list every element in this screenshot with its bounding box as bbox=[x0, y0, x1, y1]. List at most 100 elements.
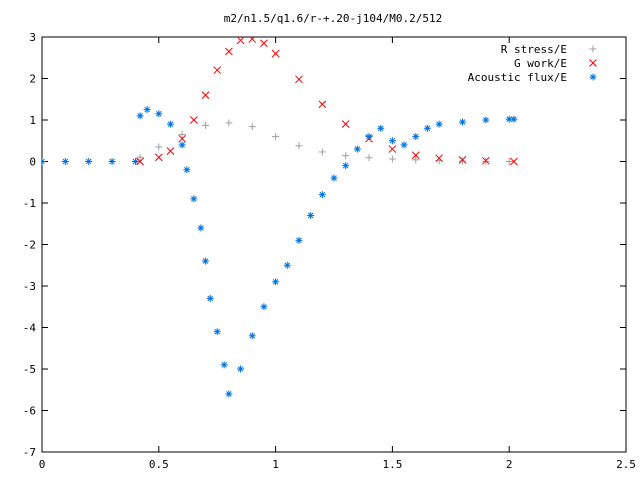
legend-label: R stress/E bbox=[501, 43, 567, 56]
data-point bbox=[237, 365, 245, 373]
y-tick-label: 1 bbox=[29, 114, 36, 127]
data-point bbox=[272, 278, 280, 286]
data-point bbox=[481, 156, 490, 165]
data-point bbox=[342, 162, 350, 170]
data-point bbox=[166, 147, 175, 155]
series-1 bbox=[136, 37, 518, 166]
legend-label: G work/E bbox=[514, 57, 567, 70]
data-point bbox=[248, 123, 256, 131]
data-point bbox=[136, 112, 144, 120]
data-point bbox=[225, 390, 233, 398]
data-point bbox=[400, 141, 408, 149]
y-tick-label: -2 bbox=[23, 239, 36, 252]
y-tick-label: -3 bbox=[23, 280, 36, 293]
data-point bbox=[260, 303, 268, 311]
data-point bbox=[272, 133, 280, 141]
data-point bbox=[318, 100, 327, 109]
data-point bbox=[178, 134, 187, 143]
data-point bbox=[458, 118, 466, 126]
data-point bbox=[412, 133, 420, 141]
data-point bbox=[353, 145, 361, 153]
x-tick-label: 0.5 bbox=[149, 458, 169, 471]
series-2 bbox=[42, 106, 518, 398]
data-point bbox=[236, 37, 245, 45]
y-tick-label: -5 bbox=[23, 363, 36, 376]
chart-title: m2/n1.5/q1.6/r-+.20-j104/M0.2/512 bbox=[224, 12, 443, 25]
x-tick-label: 0 bbox=[39, 458, 46, 471]
data-point bbox=[388, 145, 397, 153]
data-point bbox=[42, 158, 46, 165]
legend-marker bbox=[589, 59, 597, 67]
y-tick-label: -6 bbox=[23, 405, 36, 418]
data-point bbox=[136, 153, 144, 161]
data-point bbox=[260, 39, 268, 48]
y-tick-label: -1 bbox=[23, 197, 36, 210]
data-point bbox=[166, 120, 174, 128]
data-point bbox=[482, 158, 490, 165]
x-tick-label: 2 bbox=[506, 458, 513, 471]
y-tick-label: 0 bbox=[29, 156, 36, 169]
data-point bbox=[189, 116, 198, 124]
data-point bbox=[510, 157, 518, 166]
data-point bbox=[206, 294, 214, 302]
y-tick-label: 2 bbox=[29, 73, 36, 86]
data-point bbox=[330, 174, 338, 182]
data-point bbox=[510, 115, 518, 123]
legend-label: Acoustic flux/E bbox=[468, 71, 567, 84]
data-point bbox=[213, 66, 222, 75]
y-tick-label: 3 bbox=[29, 31, 36, 44]
data-point bbox=[295, 236, 303, 244]
data-point bbox=[342, 152, 350, 160]
data-point bbox=[423, 124, 431, 132]
data-point bbox=[202, 257, 210, 265]
data-point bbox=[178, 131, 186, 139]
data-point bbox=[388, 155, 396, 163]
data-point bbox=[131, 158, 139, 165]
data-point bbox=[271, 49, 280, 58]
data-point bbox=[225, 47, 233, 56]
data-point bbox=[377, 124, 385, 132]
data-point bbox=[388, 137, 396, 145]
data-point bbox=[61, 158, 69, 165]
data-point bbox=[318, 148, 326, 156]
data-point bbox=[143, 106, 151, 114]
data-point bbox=[365, 133, 373, 141]
data-point bbox=[155, 143, 163, 151]
data-point bbox=[154, 153, 163, 162]
x-tick-label: 1.5 bbox=[382, 458, 402, 471]
series-0 bbox=[42, 119, 513, 165]
data-point bbox=[178, 141, 186, 149]
y-tick-label: -4 bbox=[23, 322, 37, 335]
data-point bbox=[190, 195, 198, 203]
data-point bbox=[201, 91, 210, 99]
plot-frame bbox=[41, 36, 627, 453]
data-point bbox=[295, 142, 303, 150]
data-point bbox=[85, 158, 93, 165]
data-point bbox=[318, 191, 326, 199]
data-point bbox=[482, 116, 490, 124]
data-point bbox=[248, 332, 256, 340]
data-point bbox=[458, 157, 466, 165]
legend-marker bbox=[589, 45, 597, 53]
data-point bbox=[248, 37, 257, 43]
data-point bbox=[197, 224, 205, 232]
data-point bbox=[412, 156, 420, 164]
data-point bbox=[155, 110, 163, 118]
data-point bbox=[202, 121, 210, 129]
data-point bbox=[220, 361, 228, 369]
data-point bbox=[505, 158, 513, 165]
x-tick-label: 2.5 bbox=[616, 458, 636, 471]
data-point bbox=[411, 151, 420, 160]
data-point bbox=[341, 120, 350, 129]
data-point bbox=[307, 211, 315, 219]
data-point bbox=[458, 155, 467, 164]
data-point bbox=[183, 166, 191, 174]
data-point bbox=[365, 154, 373, 162]
data-point bbox=[435, 154, 443, 163]
y-tick-label: -7 bbox=[23, 446, 36, 459]
data-point bbox=[435, 120, 443, 128]
data-point bbox=[108, 158, 116, 165]
data-point bbox=[225, 119, 233, 127]
